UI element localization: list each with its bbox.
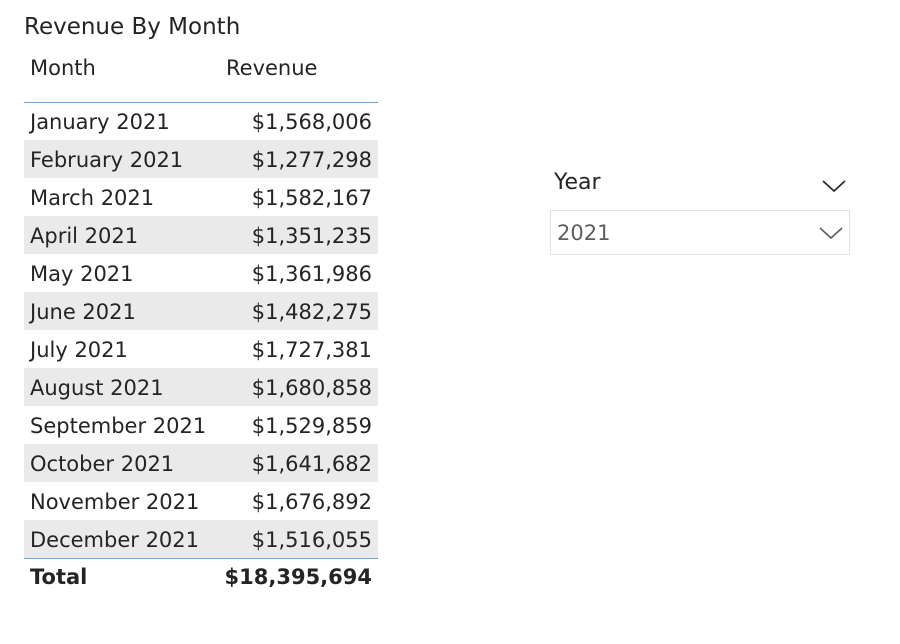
table-row[interactable]: November 2021 $1,676,892 bbox=[24, 482, 378, 520]
month-cell: April 2021 bbox=[24, 216, 222, 254]
table-body: January 2021 $1,568,006 February 2021 $1,27… bbox=[24, 102, 378, 558]
month-cell: May 2021 bbox=[30, 262, 134, 286]
table-title: Revenue By Month bbox=[24, 14, 241, 40]
revenue-cell: $1,351,235 bbox=[222, 216, 378, 254]
table-row[interactable]: July 2021 $1,727,381 bbox=[24, 330, 378, 368]
total-value: $18,395,694 bbox=[222, 557, 378, 596]
revenue-cell: $1,680,858 bbox=[222, 368, 378, 406]
revenue-cell: $1,582,167 bbox=[251, 186, 372, 210]
revenue-cell: $1,529,859 bbox=[251, 414, 372, 438]
slicer-header: Year bbox=[550, 168, 850, 206]
month-cell: July 2021 bbox=[30, 338, 128, 362]
month-cell: September 2021 bbox=[30, 414, 207, 438]
dropdown-selected-value: 2021 bbox=[557, 221, 611, 245]
revenue-cell: $1,361,986 bbox=[251, 262, 372, 286]
chevron-down-icon[interactable] bbox=[820, 176, 848, 196]
revenue-cell: $1,568,006 bbox=[251, 110, 372, 135]
month-cell: January 2021 bbox=[30, 110, 170, 135]
table-row[interactable]: January 2021 $1,568,006 bbox=[24, 102, 378, 140]
total-label: Total bbox=[24, 557, 222, 596]
revenue-cell: $1,727,381 bbox=[251, 338, 372, 362]
revenue-cell: $1,516,055 bbox=[222, 520, 378, 558]
revenue-cell: $1,676,892 bbox=[251, 490, 372, 514]
table-total-row: Total $18,395,694 bbox=[24, 557, 378, 596]
table-row[interactable]: March 2021 $1,582,167 bbox=[24, 178, 378, 216]
column-header-month[interactable]: Month bbox=[24, 44, 222, 103]
month-cell: December 2021 bbox=[24, 520, 222, 558]
month-cell: June 2021 bbox=[24, 292, 222, 330]
table-header-row: Month Revenue bbox=[24, 44, 378, 103]
chevron-down-icon[interactable] bbox=[817, 223, 845, 243]
revenue-cell: $1,482,275 bbox=[222, 292, 378, 330]
table-row[interactable]: February 2021 $1,277,298 bbox=[24, 140, 378, 178]
year-dropdown[interactable]: 2021 bbox=[550, 210, 850, 255]
month-cell: November 2021 bbox=[30, 490, 200, 514]
table-row[interactable]: December 2021 $1,516,055 bbox=[24, 520, 378, 558]
table-row[interactable]: September 2021 $1,529,859 bbox=[24, 406, 378, 444]
revenue-cell: $1,641,682 bbox=[222, 444, 378, 482]
month-cell: August 2021 bbox=[24, 368, 222, 406]
table-row[interactable]: June 2021 $1,482,275 bbox=[24, 292, 378, 330]
table-row[interactable]: October 2021 $1,641,682 bbox=[24, 444, 378, 482]
table-row[interactable]: May 2021 $1,361,986 bbox=[24, 254, 378, 292]
year-slicer: Year 2021 bbox=[550, 168, 850, 255]
revenue-table: Month Revenue January 2021 $1,568,006 Febr… bbox=[24, 44, 378, 596]
table-row[interactable]: April 2021 $1,351,235 bbox=[24, 216, 378, 254]
month-cell: October 2021 bbox=[24, 444, 222, 482]
revenue-table-visual[interactable]: Revenue By Month Month Revenue January 2… bbox=[24, 10, 378, 596]
revenue-cell: $1,277,298 bbox=[222, 140, 378, 178]
column-header-revenue[interactable]: Revenue bbox=[222, 44, 378, 103]
month-cell: February 2021 bbox=[24, 140, 222, 178]
month-cell: March 2021 bbox=[30, 186, 155, 210]
slicer-title: Year bbox=[554, 170, 601, 195]
table-row[interactable]: August 2021 $1,680,858 bbox=[24, 368, 378, 406]
